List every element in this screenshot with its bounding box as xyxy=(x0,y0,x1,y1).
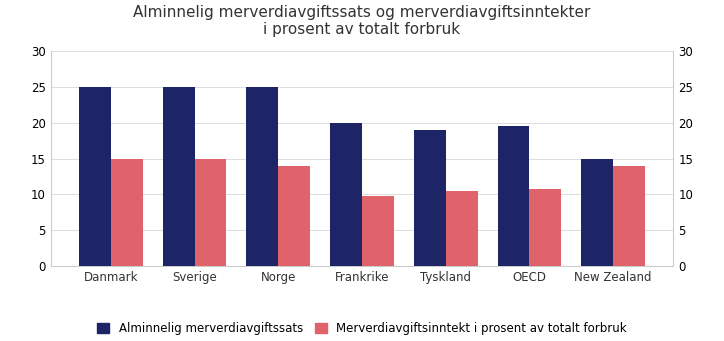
Bar xyxy=(362,196,394,266)
Bar xyxy=(79,87,111,266)
Bar xyxy=(414,130,446,266)
Bar xyxy=(529,189,561,266)
Bar xyxy=(163,87,195,266)
Bar xyxy=(246,87,278,266)
Bar xyxy=(111,159,143,266)
Legend: Alminnelig merverdiavgiftssats, Merverdiavgiftsinntekt i prosent av totalt forbr: Alminnelig merverdiavgiftssats, Merverdi… xyxy=(98,322,626,335)
Bar xyxy=(581,159,613,266)
Bar xyxy=(195,159,227,266)
Title: Alminnelig merverdiavgiftssats og merverdiavgiftsinntekter
i prosent av totalt f: Alminnelig merverdiavgiftssats og merver… xyxy=(133,5,591,38)
Bar xyxy=(330,123,362,266)
Bar xyxy=(497,127,529,266)
Bar xyxy=(446,191,478,266)
Bar xyxy=(613,166,645,266)
Bar xyxy=(278,166,310,266)
